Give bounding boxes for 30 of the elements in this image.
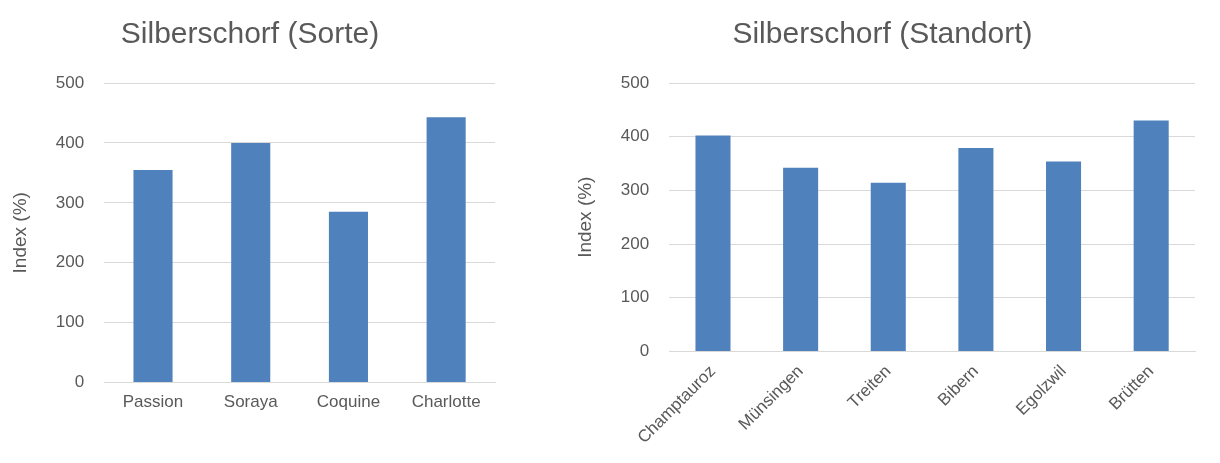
- y-tick-label: 400: [55, 132, 85, 152]
- bar: [783, 167, 819, 351]
- x-tick-label: Coquine: [316, 392, 381, 412]
- bar: [958, 147, 994, 351]
- x-tick-label: Soraya: [223, 392, 279, 412]
- bar: [133, 169, 173, 383]
- y-tick-label: 0: [74, 372, 85, 392]
- bar: [1046, 161, 1082, 351]
- bar: [328, 211, 368, 383]
- y-tick-label: 500: [55, 72, 85, 92]
- y-tick-label: 500: [620, 72, 650, 92]
- x-tick-label: Charlotte: [411, 392, 481, 412]
- bar: [231, 142, 271, 383]
- y-axis-title: Index (%): [8, 192, 30, 274]
- bar: [426, 117, 466, 383]
- bar: [870, 182, 906, 351]
- y-tick-label: 300: [620, 180, 650, 200]
- y-tick-label: 100: [55, 312, 85, 332]
- chart-title: Silberschorf (Sorte): [120, 16, 380, 50]
- y-tick-label: 200: [55, 252, 85, 272]
- y-tick-label: 300: [55, 192, 85, 212]
- bar: [1133, 120, 1169, 351]
- y-tick-label: 200: [620, 233, 650, 253]
- y-tick-label: 100: [620, 287, 650, 307]
- y-tick-label: 0: [639, 341, 650, 361]
- bar: [695, 135, 731, 351]
- chart-title: Silberschorf (Standort): [732, 16, 1033, 50]
- x-tick-label: Passion: [122, 392, 184, 412]
- y-axis-title: Index (%): [573, 176, 595, 258]
- y-tick-label: 400: [620, 126, 650, 146]
